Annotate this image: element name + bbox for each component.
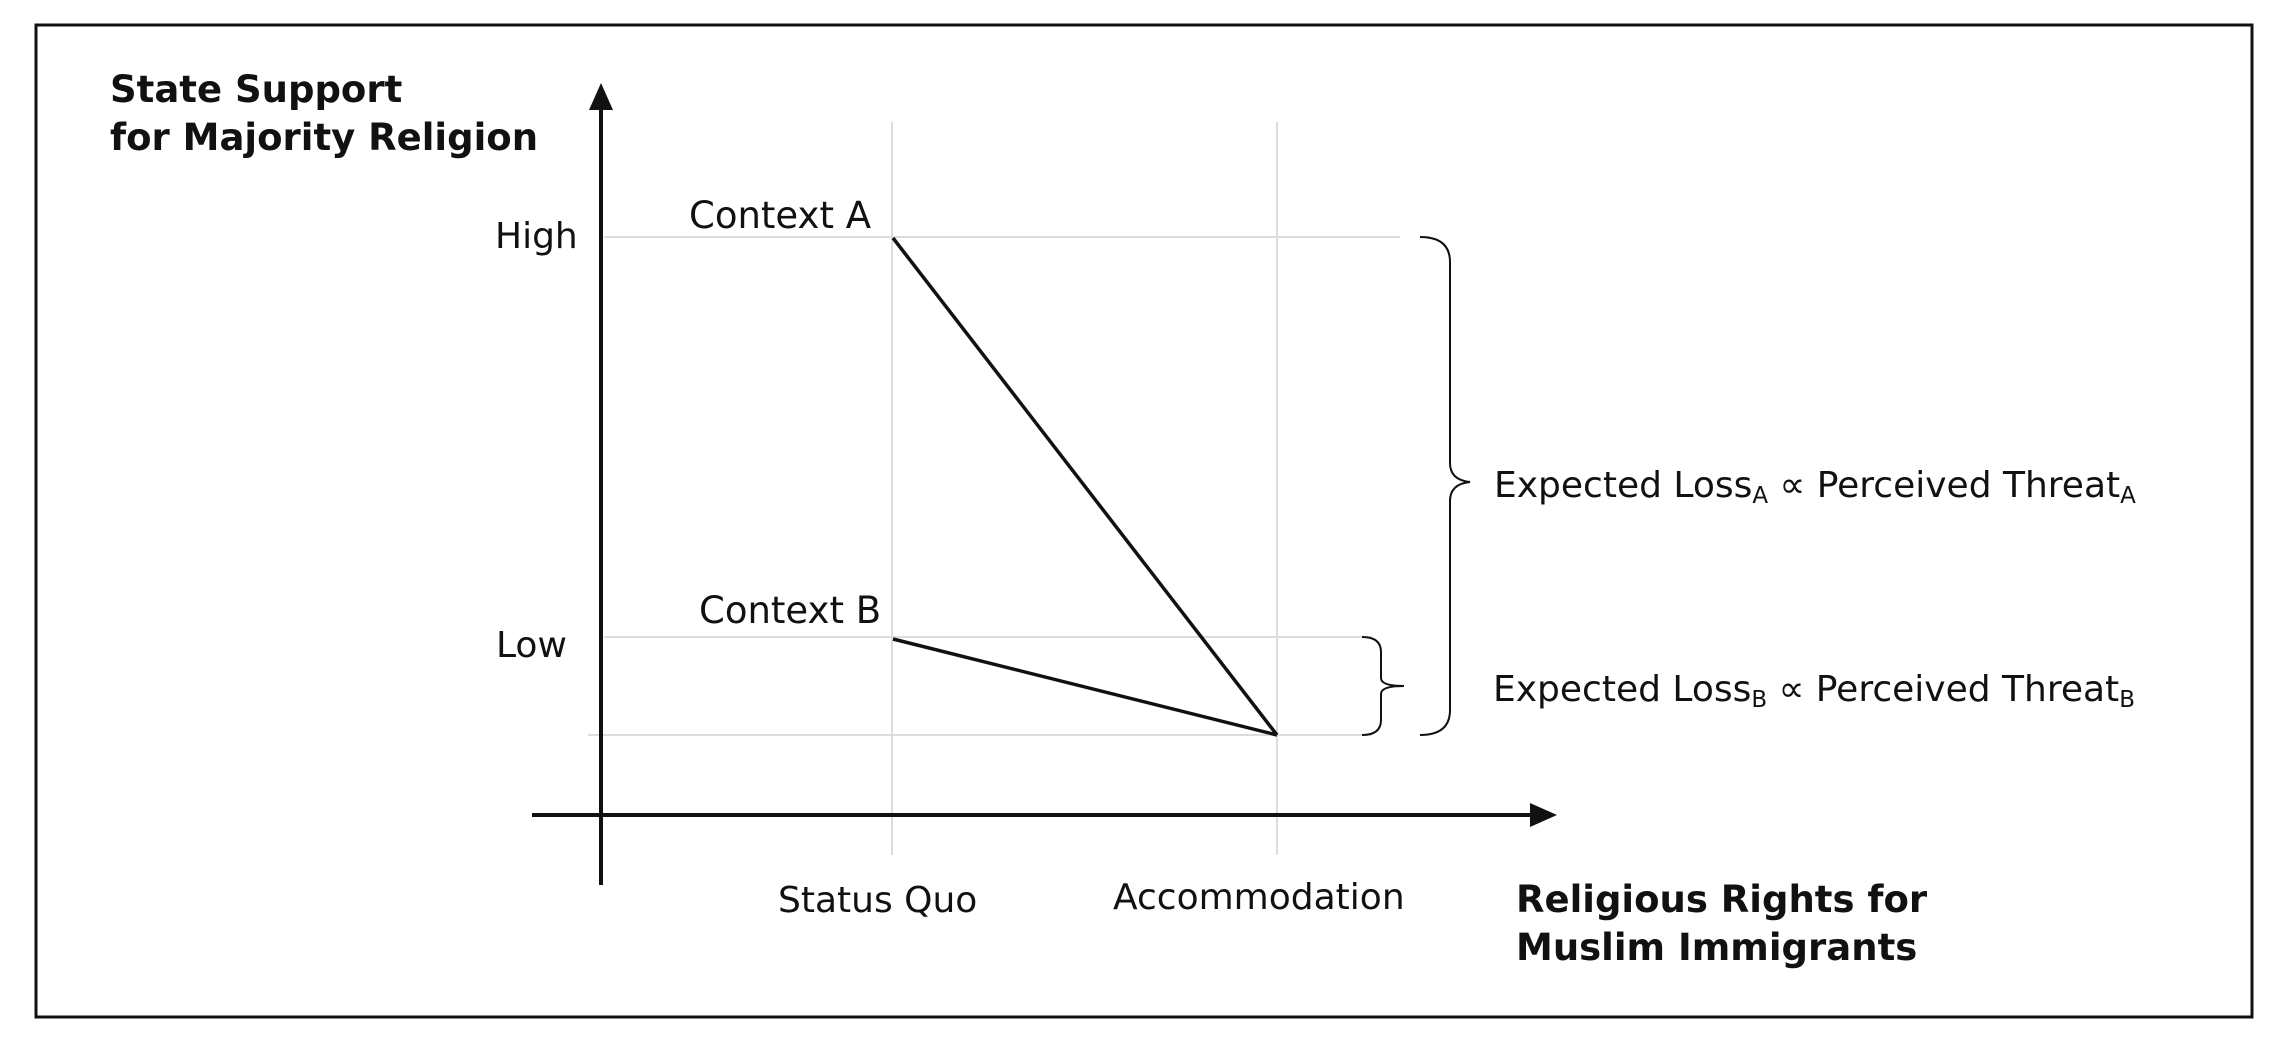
loss-b-middle: ∝ Perceived Threat bbox=[1767, 669, 2120, 710]
x-axis-title-line-2: Muslim Immigrants bbox=[1516, 926, 1918, 969]
y-tick-low: Low bbox=[496, 625, 567, 666]
y-axis-title-line-2: for Majority Religion bbox=[110, 116, 539, 159]
x-axis-title-line-1: Religious Rights for bbox=[1516, 878, 1928, 921]
loss-a-middle: ∝ Perceived Threat bbox=[1768, 465, 2121, 506]
context-b-label: Context B bbox=[699, 589, 882, 632]
expected-loss-b: Expected LossB ∝ Perceived ThreatB bbox=[1493, 669, 2135, 712]
y-axis-title-line-1: State Support bbox=[110, 68, 403, 111]
figure-frame bbox=[34, 23, 2254, 1019]
expected-loss-a: Expected LossA ∝ Perceived ThreatA bbox=[1494, 465, 2136, 508]
threat-b-subscript: B bbox=[2119, 687, 2135, 713]
x-axis-arrowhead bbox=[1530, 803, 1557, 827]
y-axis-arrowhead bbox=[589, 83, 613, 110]
x-tick-accommodation: Accommodation bbox=[1113, 877, 1405, 918]
context-b-line bbox=[892, 637, 1278, 737]
threat-a-subscript: A bbox=[2120, 483, 2136, 509]
y-tick-high: High bbox=[495, 216, 578, 257]
loss-a-prefix: Expected Loss bbox=[1494, 465, 1753, 506]
loss-b-subscript: B bbox=[1751, 687, 1768, 713]
x-axis-title: Religious Rights for Muslim Immigrants bbox=[1516, 876, 1927, 972]
loss-b-prefix: Expected Loss bbox=[1493, 669, 1752, 710]
brace-context-b bbox=[1361, 636, 1405, 736]
x-tick-status-quo: Status Quo bbox=[778, 880, 978, 921]
y-axis-title: State Support for Majority Religion bbox=[110, 66, 538, 162]
loss-a-subscript: A bbox=[1752, 483, 1769, 509]
context-a-line bbox=[891, 236, 1279, 737]
brace-context-a bbox=[1419, 236, 1471, 736]
context-a-label: Context A bbox=[689, 194, 872, 237]
